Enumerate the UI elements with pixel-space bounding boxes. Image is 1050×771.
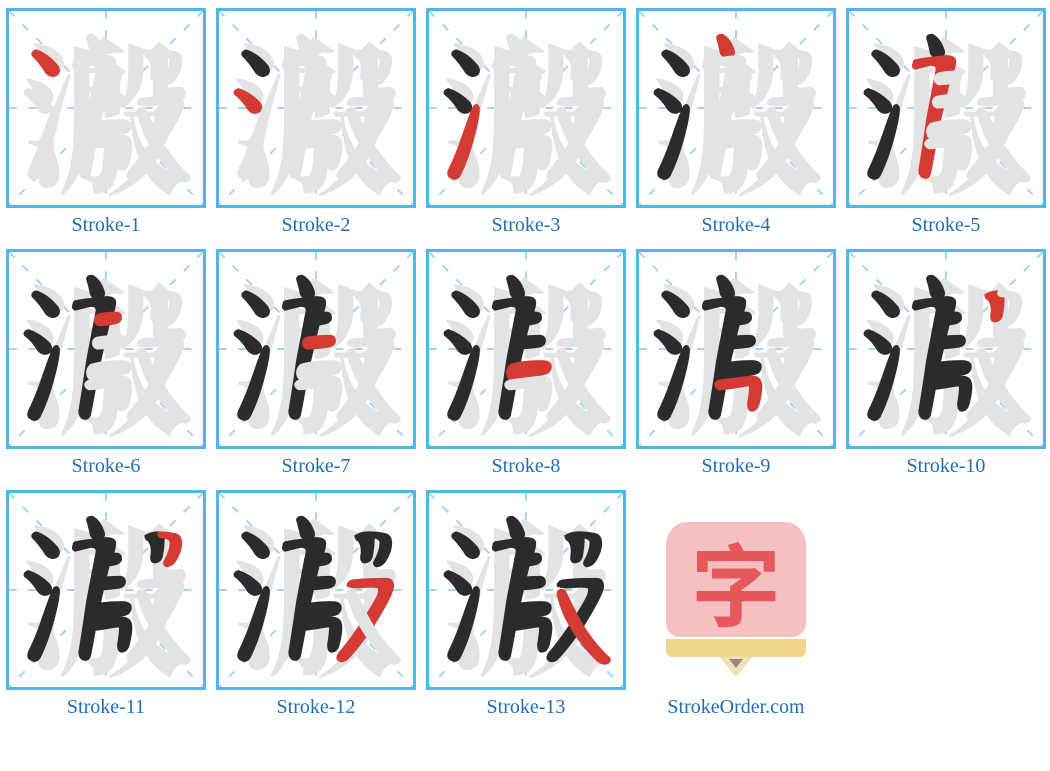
stroke-tile-1: 溵: [6, 8, 206, 208]
stroke-caption-11: Stroke-11: [6, 696, 206, 719]
logo-character: 字: [666, 522, 806, 637]
stroke-caption-7: Stroke-7: [216, 455, 416, 478]
stroke-tile-5: 溵: [846, 8, 1046, 208]
site-label: StrokeOrder.com: [636, 696, 836, 719]
stroke-tile-10: 溵: [846, 249, 1046, 449]
stroke-caption-5: Stroke-5: [846, 214, 1046, 237]
stroke-caption-1: Stroke-1: [6, 214, 206, 237]
stroke-caption-6: Stroke-6: [6, 455, 206, 478]
stroke-tile-11: 溵: [6, 490, 206, 690]
stroke-order-grid: 溵 Stroke-1 溵 Stroke-2 溵 Stroke-3 溵 Stroke-4 溵 Str…: [0, 0, 1050, 727]
site-logo: 字: [636, 490, 836, 690]
stroke-tile-3: 溵: [426, 8, 626, 208]
stroke-tile-6: 溵: [6, 249, 206, 449]
stroke-tile-7: 溵: [216, 249, 416, 449]
stroke-tile-4: 溵: [636, 8, 836, 208]
stroke-caption-10: Stroke-10: [846, 455, 1046, 478]
pencil-lead: [729, 659, 743, 668]
stroke-caption-2: Stroke-2: [216, 214, 416, 237]
stroke-caption-4: Stroke-4: [636, 214, 836, 237]
stroke-caption-9: Stroke-9: [636, 455, 836, 478]
stroke-caption-3: Stroke-3: [426, 214, 626, 237]
stroke-tile-13: 溵: [426, 490, 626, 690]
stroke-tile-12: 溵: [216, 490, 416, 690]
stroke-caption-8: Stroke-8: [426, 455, 626, 478]
stroke-caption-12: Stroke-12: [216, 696, 416, 719]
stroke-tile-2: 溵: [216, 8, 416, 208]
pencil-ferrule: [666, 639, 806, 657]
stroke-caption-13: Stroke-13: [426, 696, 626, 719]
stroke-tile-8: 溵: [426, 249, 626, 449]
stroke-tile-9: 溵: [636, 249, 836, 449]
